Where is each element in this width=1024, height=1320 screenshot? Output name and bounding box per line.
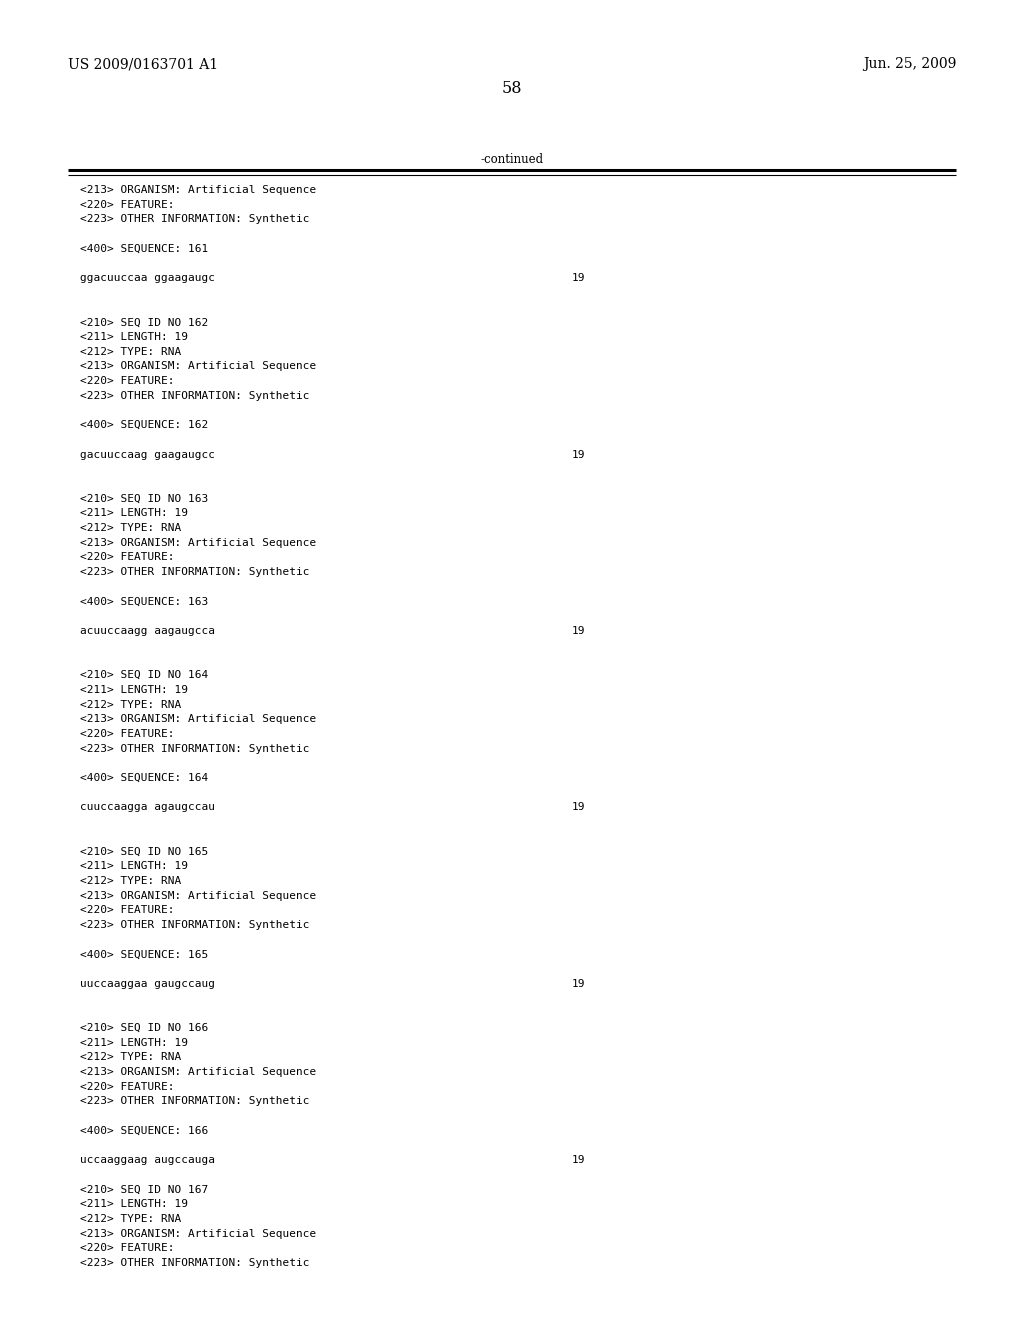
Text: <210> SEQ ID NO 165: <210> SEQ ID NO 165 xyxy=(80,846,208,857)
Text: <400> SEQUENCE: 163: <400> SEQUENCE: 163 xyxy=(80,597,208,607)
Text: <223> OTHER INFORMATION: Synthetic: <223> OTHER INFORMATION: Synthetic xyxy=(80,568,309,577)
Text: US 2009/0163701 A1: US 2009/0163701 A1 xyxy=(68,57,218,71)
Text: <400> SEQUENCE: 165: <400> SEQUENCE: 165 xyxy=(80,949,208,960)
Text: <211> LENGTH: 19: <211> LENGTH: 19 xyxy=(80,333,188,342)
Text: <210> SEQ ID NO 164: <210> SEQ ID NO 164 xyxy=(80,671,208,680)
Text: cuuccaagga agaugccau: cuuccaagga agaugccau xyxy=(80,803,215,812)
Text: <220> FEATURE:: <220> FEATURE: xyxy=(80,376,174,385)
Text: 58: 58 xyxy=(502,81,522,96)
Text: <213> ORGANISM: Artificial Sequence: <213> ORGANISM: Artificial Sequence xyxy=(80,1067,316,1077)
Text: <212> TYPE: RNA: <212> TYPE: RNA xyxy=(80,1052,181,1063)
Text: <400> SEQUENCE: 161: <400> SEQUENCE: 161 xyxy=(80,244,208,253)
Text: <213> ORGANISM: Artificial Sequence: <213> ORGANISM: Artificial Sequence xyxy=(80,714,316,725)
Text: <211> LENGTH: 19: <211> LENGTH: 19 xyxy=(80,1200,188,1209)
Text: <213> ORGANISM: Artificial Sequence: <213> ORGANISM: Artificial Sequence xyxy=(80,1229,316,1238)
Text: <210> SEQ ID NO 166: <210> SEQ ID NO 166 xyxy=(80,1023,208,1034)
Text: 19: 19 xyxy=(572,979,586,989)
Text: gacuuccaag gaagaugcc: gacuuccaag gaagaugcc xyxy=(80,450,215,459)
Text: <220> FEATURE:: <220> FEATURE: xyxy=(80,199,174,210)
Text: <400> SEQUENCE: 166: <400> SEQUENCE: 166 xyxy=(80,1126,208,1135)
Text: <223> OTHER INFORMATION: Synthetic: <223> OTHER INFORMATION: Synthetic xyxy=(80,743,309,754)
Text: -continued: -continued xyxy=(480,153,544,166)
Text: <213> ORGANISM: Artificial Sequence: <213> ORGANISM: Artificial Sequence xyxy=(80,362,316,371)
Text: ggacuuccaa ggaagaugc: ggacuuccaa ggaagaugc xyxy=(80,273,215,284)
Text: <223> OTHER INFORMATION: Synthetic: <223> OTHER INFORMATION: Synthetic xyxy=(80,920,309,931)
Text: <210> SEQ ID NO 163: <210> SEQ ID NO 163 xyxy=(80,494,208,504)
Text: <220> FEATURE:: <220> FEATURE: xyxy=(80,1243,174,1254)
Text: <211> LENGTH: 19: <211> LENGTH: 19 xyxy=(80,861,188,871)
Text: uuccaaggaa gaugccaug: uuccaaggaa gaugccaug xyxy=(80,979,215,989)
Text: <212> TYPE: RNA: <212> TYPE: RNA xyxy=(80,347,181,356)
Text: <213> ORGANISM: Artificial Sequence: <213> ORGANISM: Artificial Sequence xyxy=(80,891,316,900)
Text: 19: 19 xyxy=(572,626,586,636)
Text: <212> TYPE: RNA: <212> TYPE: RNA xyxy=(80,700,181,710)
Text: <210> SEQ ID NO 162: <210> SEQ ID NO 162 xyxy=(80,317,208,327)
Text: 19: 19 xyxy=(572,450,586,459)
Text: <213> ORGANISM: Artificial Sequence: <213> ORGANISM: Artificial Sequence xyxy=(80,537,316,548)
Text: Jun. 25, 2009: Jun. 25, 2009 xyxy=(862,57,956,71)
Text: <211> LENGTH: 19: <211> LENGTH: 19 xyxy=(80,1038,188,1048)
Text: <223> OTHER INFORMATION: Synthetic: <223> OTHER INFORMATION: Synthetic xyxy=(80,214,309,224)
Text: <400> SEQUENCE: 162: <400> SEQUENCE: 162 xyxy=(80,420,208,430)
Text: acuuccaagg aagaugcca: acuuccaagg aagaugcca xyxy=(80,626,215,636)
Text: 19: 19 xyxy=(572,1155,586,1166)
Text: <220> FEATURE:: <220> FEATURE: xyxy=(80,729,174,739)
Text: <212> TYPE: RNA: <212> TYPE: RNA xyxy=(80,876,181,886)
Text: uccaaggaag augccauga: uccaaggaag augccauga xyxy=(80,1155,215,1166)
Text: <400> SEQUENCE: 164: <400> SEQUENCE: 164 xyxy=(80,774,208,783)
Text: 19: 19 xyxy=(572,273,586,284)
Text: <220> FEATURE:: <220> FEATURE: xyxy=(80,1081,174,1092)
Text: <223> OTHER INFORMATION: Synthetic: <223> OTHER INFORMATION: Synthetic xyxy=(80,1097,309,1106)
Text: 19: 19 xyxy=(572,803,586,812)
Text: <212> TYPE: RNA: <212> TYPE: RNA xyxy=(80,1214,181,1224)
Text: <220> FEATURE:: <220> FEATURE: xyxy=(80,553,174,562)
Text: <223> OTHER INFORMATION: Synthetic: <223> OTHER INFORMATION: Synthetic xyxy=(80,391,309,401)
Text: <211> LENGTH: 19: <211> LENGTH: 19 xyxy=(80,685,188,694)
Text: <213> ORGANISM: Artificial Sequence: <213> ORGANISM: Artificial Sequence xyxy=(80,185,316,195)
Text: <210> SEQ ID NO 167: <210> SEQ ID NO 167 xyxy=(80,1184,208,1195)
Text: <220> FEATURE:: <220> FEATURE: xyxy=(80,906,174,915)
Text: <223> OTHER INFORMATION: Synthetic: <223> OTHER INFORMATION: Synthetic xyxy=(80,1258,309,1269)
Text: <212> TYPE: RNA: <212> TYPE: RNA xyxy=(80,523,181,533)
Text: <211> LENGTH: 19: <211> LENGTH: 19 xyxy=(80,508,188,519)
